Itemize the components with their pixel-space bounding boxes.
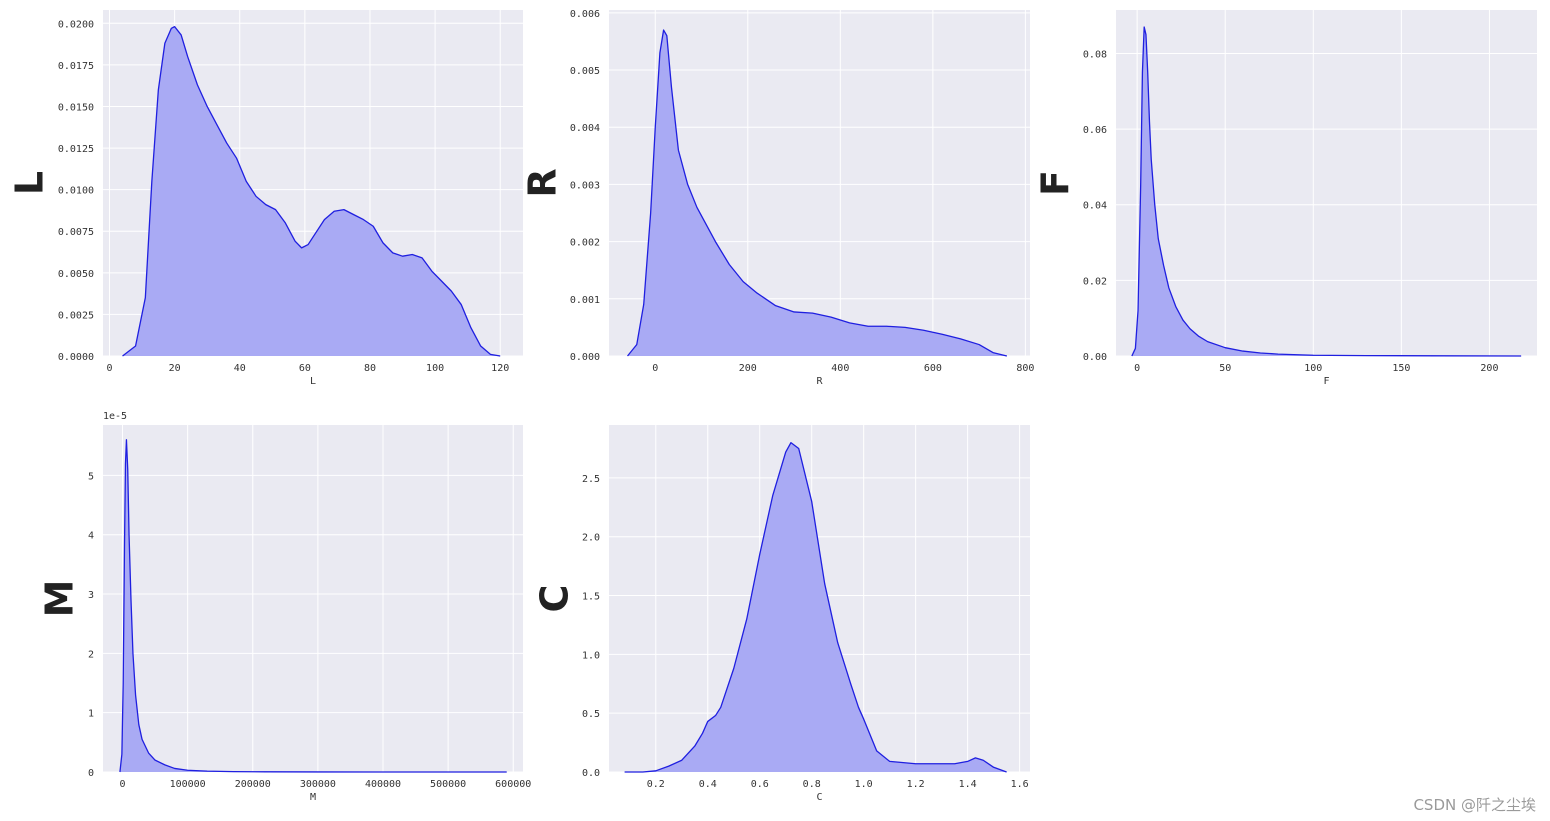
y-tick-label: 1.0 [582,650,600,661]
density-area [1131,27,1522,357]
y-axis-label: R [521,168,565,197]
y-tick-label: 1.5 [582,592,600,603]
subplot-f: 0 50 100 150 200 0.00 0.02 0.04 0.06 0.08 F F [1034,10,1537,387]
x-tick-label: 0 [652,363,658,374]
y-tick-label: 0.0 [582,768,600,779]
y-offset-label: 1e-5 [103,411,127,422]
y-tick-label: 0.004 [570,123,600,134]
x-tick-label: 150 [1392,363,1410,374]
subplot-r: 0 200 400 600 800 0.000 0.001 0.002 0.003 0.004 0.… [521,9,1035,387]
x-axis-label: C [816,792,822,803]
x-tick-label: 0.6 [751,779,769,790]
x-tick-label: 80 [364,363,376,374]
subplot-l: 0 20 40 60 80 100 120 0.0000 0.0025 0.0050 0.0075 0… [8,10,523,387]
x-tick-label: 400 [831,363,849,374]
x-tick-label: 0.4 [699,779,717,790]
density-area [122,26,501,356]
y-tick-label: 2 [88,649,94,660]
x-tick-label: 0.8 [803,779,821,790]
density-line [119,439,507,773]
plot-background [103,425,523,772]
plot-background [1116,10,1537,356]
y-tick-label: 0.0200 [58,19,94,30]
y-axis-label: L [8,171,52,195]
x-tick-label: 100000 [170,779,206,790]
density-line [122,25,501,357]
y-tick-label: 0.0050 [58,269,94,280]
density-line [624,441,1007,773]
x-tick-label: 0 [1134,363,1140,374]
x-axis-label: F [1323,376,1329,387]
y-tick-label: 0.002 [570,238,600,249]
y-tick-label: 0.0150 [58,102,94,113]
x-tick-label: 60 [299,363,311,374]
density-area [627,30,1007,357]
y-tick-label: 0.005 [570,66,600,77]
y-tick-label: 0.006 [570,9,600,20]
x-tick-label: 0.2 [647,779,665,790]
x-tick-label: 40 [234,363,246,374]
x-tick-label: 600000 [495,779,531,790]
y-tick-label: 2.5 [582,474,600,485]
x-axis-label: M [310,792,316,803]
y-tick-label: 4 [88,531,94,542]
y-tick-label: 0.0100 [58,186,94,197]
x-tick-label: 400000 [365,779,401,790]
x-tick-label: 100 [426,363,444,374]
y-tick-label: 0.0175 [58,61,94,72]
y-tick-label: 0.000 [570,352,600,363]
y-axis-label: F [1034,170,1078,196]
y-tick-label: 0.0125 [58,144,94,155]
y-tick-label: 0.0025 [58,310,94,321]
y-tick-label: 0.0000 [58,352,94,363]
y-axis-label: C [533,585,577,613]
watermark: CSDN @阡之尘埃 [1413,796,1536,814]
x-tick-label: 1.0 [855,779,873,790]
density-area [624,442,1007,772]
y-tick-label: 0.0075 [58,227,94,238]
x-axis-label: R [816,376,823,387]
subplot-m: 0 100000 200000 300000 400000 500000 600000 0 1 2… [38,411,532,803]
y-tick-label: 0.08 [1083,49,1107,60]
x-tick-label: 1.2 [907,779,925,790]
y-tick-label: 0 [88,768,94,779]
y-tick-label: 5 [88,471,94,482]
x-tick-label: 200 [1480,363,1498,374]
x-tick-label: 20 [169,363,181,374]
x-tick-label: 800 [1016,363,1034,374]
x-tick-label: 500000 [430,779,466,790]
y-tick-label: 0.5 [582,709,600,720]
y-tick-label: 2.0 [582,533,600,544]
x-tick-label: 0 [120,779,126,790]
y-tick-label: 0.06 [1083,125,1107,136]
y-tick-label: 0.02 [1083,276,1107,287]
subplot-c: 0.2 0.4 0.6 0.8 1.0 1.2 1.4 1.6 0.0 0.5 1.0 1.5 2.0 2… [533,425,1030,803]
y-tick-label: 1 [88,709,94,720]
x-tick-label: 200000 [235,779,271,790]
density-line [627,29,1008,357]
x-tick-label: 200 [739,363,757,374]
y-tick-label: 0.003 [570,180,600,191]
y-tick-label: 3 [88,590,94,601]
density-line [1131,26,1522,357]
x-tick-label: 50 [1219,363,1231,374]
x-tick-label: 120 [491,363,509,374]
y-tick-label: 0.04 [1083,201,1107,212]
x-tick-label: 100 [1304,363,1322,374]
x-tick-label: 1.4 [959,779,977,790]
y-tick-label: 0.00 [1083,352,1107,363]
x-axis-label: L [310,376,316,387]
x-tick-label: 1.6 [1011,779,1029,790]
x-tick-label: 300000 [300,779,336,790]
y-tick-label: 0.001 [570,295,600,306]
y-axis-label: M [38,580,82,618]
x-tick-label: 600 [924,363,942,374]
x-tick-label: 0 [106,363,112,374]
